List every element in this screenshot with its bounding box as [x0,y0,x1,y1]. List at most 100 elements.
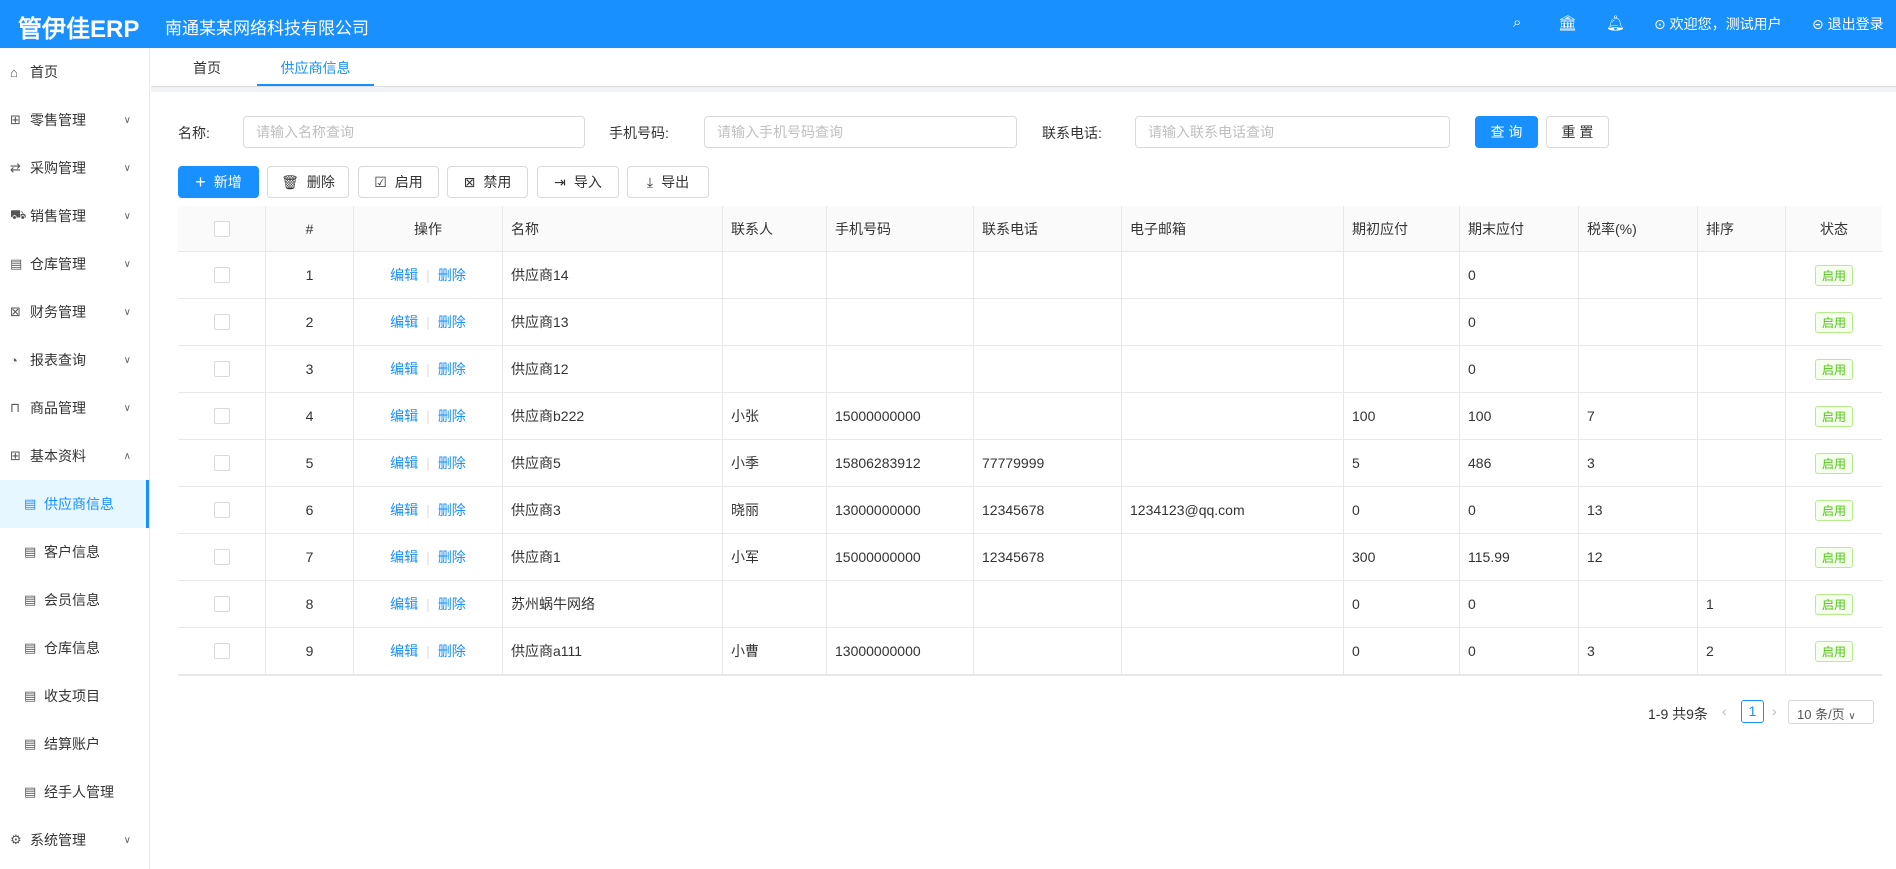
table-cell [974,299,1122,345]
row-checkbox[interactable] [213,408,230,424]
status-badge: 启用 [1814,264,1853,286]
sidebar: ⌂ 首页 ⊞ 零售管理 ∨ ⇄ 采购管理 ∨ ⛟ 销售管理 ∨ ▤ 仓库管理 ∨ ⊠ 财务管理 ∨ ◔ 报表查询 ∨ ⊓… [0,48,150,869]
next-page-icon[interactable]: › [1772,703,1777,719]
sidebar-item-12[interactable]: ▤ 仓库信息 [0,624,149,672]
sidebar-item-10[interactable]: ▤ 客户信息 [0,528,149,576]
table-row: 9 编辑 | 删除 供应商a111 小曹 13000000000 0 0 3 2 启用 [178,628,1882,675]
table-cell [723,581,827,627]
table-cell [1698,299,1786,345]
row-checkbox[interactable] [213,267,230,283]
table-cell [1698,346,1786,392]
sidebar-item-7[interactable]: ⊓ 商品管理 ∨ [0,384,149,432]
edit-link[interactable]: 编辑 [390,455,419,471]
column-header: 期末应付 [1460,206,1579,251]
query-button[interactable]: 查 询 [1475,116,1538,148]
sidebar-item-16[interactable]: ⚙ 系统管理 ∨ [0,816,149,864]
table-cell: 编辑 | 删除 [354,299,503,345]
user-menu[interactable]: ⊙ 欢迎您，测试用户 [1654,16,1782,32]
delete-link[interactable]: 删除 [437,314,466,330]
chevron-down-icon: ∨ [123,210,131,222]
row-checkbox[interactable] [213,455,230,471]
download-icon: ⤓ [646,173,654,190]
sidebar-item-5[interactable]: ⊠ 财务管理 ∨ [0,288,149,336]
table-cell [1122,346,1344,392]
delete-link[interactable]: 删除 [437,361,466,377]
disable-button[interactable]: ⊠ 禁用 [447,166,528,198]
table-cell [827,581,974,627]
delete-link[interactable]: 删除 [437,502,466,518]
delete-link[interactable]: 删除 [437,596,466,612]
prev-page-icon[interactable]: ‹ [1722,703,1727,719]
table-cell: 供应商a111 [503,628,723,674]
table-header: # 操作 名称 联系人 手机号码 联系电话 电子邮箱 期初应付 期末应付 税率(%) 排序 状态 [178,206,1882,252]
table-cell [1122,628,1344,674]
table-cell: 300 [1344,534,1460,580]
table-cell: 供应商14 [503,252,723,298]
row-checkbox[interactable] [213,314,230,330]
sidebar-item-14[interactable]: ▤ 结算账户 [0,720,149,768]
row-checkbox[interactable] [213,643,230,659]
delete-link[interactable]: 删除 [437,455,466,471]
edit-link[interactable]: 编辑 [390,408,419,424]
delete-link[interactable]: 删除 [437,549,466,565]
sidebar-item-4[interactable]: ▤ 仓库管理 ∨ [0,240,149,288]
row-checkbox[interactable] [213,361,230,377]
table-cell [178,393,266,439]
edit-link[interactable]: 编辑 [390,643,419,659]
delete-link[interactable]: 删除 [437,408,466,424]
sidebar-item-3[interactable]: ⛟ 销售管理 ∨ [0,192,149,240]
tab-home[interactable]: 首页 [193,60,221,76]
table-cell [178,581,266,627]
sidebar-item-11[interactable]: ▤ 会员信息 [0,576,149,624]
page-size-select[interactable]: 10 条/页 ∨ [1788,700,1874,724]
delete-link[interactable]: 删除 [437,643,466,659]
sidebar-item-15[interactable]: ▤ 经手人管理 [0,768,149,816]
table-cell [1122,440,1344,486]
sidebar-item-13[interactable]: ▤ 收支项目 [0,672,149,720]
add-button[interactable]: + 新增 [178,166,259,198]
sidebar-item-2[interactable]: ⇄ 采购管理 ∨ [0,144,149,192]
sidebar-item-8[interactable]: ⊞ 基本资料 ∧ [0,432,149,480]
row-checkbox[interactable] [213,596,230,612]
table-cell: 小军 [723,534,827,580]
row-checkbox[interactable] [213,220,230,237]
status-badge: 启用 [1814,499,1853,521]
sidebar-item-1[interactable]: ⊞ 零售管理 ∨ [0,96,149,144]
import-button[interactable]: ⇥ 导入 [537,166,619,198]
edit-link[interactable]: 编辑 [390,549,419,565]
phone-search-input[interactable] [704,116,1017,148]
status-badge: 启用 [1814,311,1853,333]
tab-supplier-info[interactable]: 供应商信息 [257,58,374,86]
delete-button[interactable]: 🗑︎ 删除 [267,166,349,198]
bank-icon[interactable]: 🏛︎ [1558,15,1578,32]
delete-link[interactable]: 删除 [437,267,466,283]
edit-link[interactable]: 编辑 [390,361,419,377]
status-badge: 启用 [1814,593,1853,615]
sidebar-item-6[interactable]: ◔ 报表查询 ∨ [0,336,149,384]
edit-link[interactable]: 编辑 [390,314,419,330]
sidebar-item-label: 报表查询 [30,352,86,368]
page-1[interactable]: 1 [1741,700,1764,723]
sidebar-item-0[interactable]: ⌂ 首页 [0,48,149,96]
export-button[interactable]: ⤓ 导出 [627,166,709,198]
sidebar-item-label: 供应商信息 [44,496,114,512]
tel-search-input[interactable] [1135,116,1450,148]
name-search-input[interactable] [243,116,585,148]
edit-link[interactable]: 编辑 [390,502,419,518]
row-checkbox[interactable] [213,549,230,565]
table-cell [1579,299,1698,345]
search-icon[interactable]: ⌕ [1513,14,1522,31]
bell-icon[interactable]: 🔔︎ [1606,15,1626,32]
edit-link[interactable]: 编辑 [390,267,419,283]
table-cell: 1234123@qq.com [1122,487,1344,533]
sidebar-item-9[interactable]: ▤ 供应商信息 [0,480,149,528]
edit-link[interactable]: 编辑 [390,596,419,612]
chevron-up-icon: ∧ [123,450,131,462]
logout-button[interactable]: ⊝ 退出登录 [1812,16,1884,32]
sidebar-item-label: 会员信息 [44,592,100,608]
table-cell: 启用 [1786,581,1882,627]
reset-button[interactable]: 重 置 [1546,116,1609,148]
row-checkbox[interactable] [213,502,230,518]
enable-button[interactable]: ☑ 启用 [358,166,439,198]
account-book-icon: ⊠ [10,304,21,319]
